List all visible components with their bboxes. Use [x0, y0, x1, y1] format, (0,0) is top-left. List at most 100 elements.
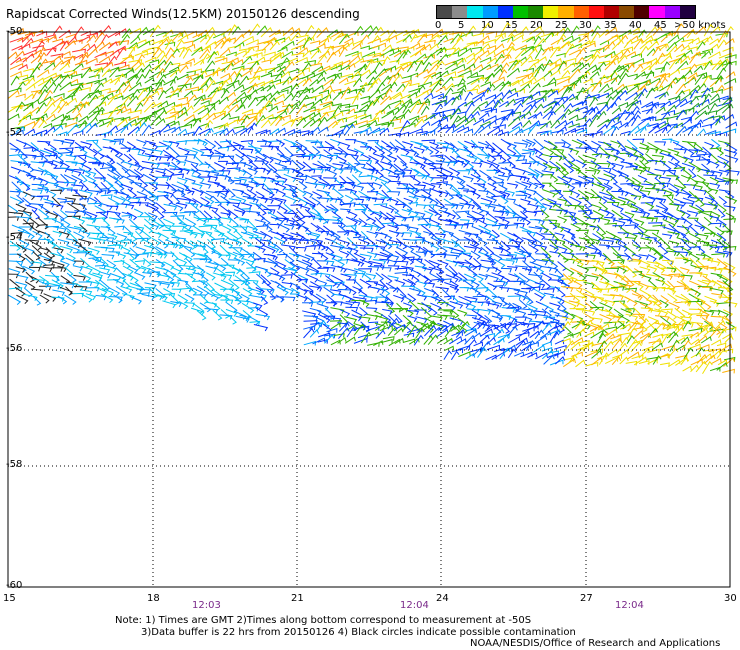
- wind-barb: [99, 236, 115, 242]
- wind-barb: [291, 176, 305, 184]
- wind-barb: [302, 77, 312, 87]
- wind-barb: [401, 79, 412, 85]
- wind-barb: [639, 147, 650, 154]
- wind-barb: [721, 103, 734, 114]
- wind-barb: [9, 190, 21, 196]
- wind-barb: [583, 176, 595, 183]
- wind-barb: [338, 33, 350, 45]
- wind-barb: [280, 85, 293, 92]
- wind-barb: [72, 101, 84, 114]
- wind-barb: [445, 189, 455, 201]
- wind-barb: [112, 148, 124, 158]
- wind-barb: [183, 40, 194, 46]
- wind-barb: [375, 272, 385, 282]
- wind-barb: [521, 139, 533, 148]
- wind-barb: [144, 204, 156, 213]
- wind-barb: [218, 122, 229, 130]
- wind-barb: [529, 82, 541, 93]
- wind-barb: [72, 112, 82, 121]
- wind-barb: [633, 330, 644, 339]
- wind-barb: [395, 29, 408, 37]
- wind-barb: [542, 189, 557, 198]
- wind-barb: [464, 113, 475, 123]
- wind-barb: [641, 108, 653, 114]
- wind-barb: [554, 345, 567, 350]
- wind-barb: [22, 222, 35, 228]
- wind-barb: [680, 107, 695, 113]
- wind-barb: [673, 275, 685, 281]
- wind-barb: [549, 359, 564, 366]
- wind-barb: [220, 294, 230, 303]
- wind-barb: [631, 182, 644, 191]
- wind-barb: [561, 69, 571, 78]
- wind-barb: [505, 315, 518, 324]
- wind-barb: [668, 160, 678, 170]
- wind-barb: [437, 35, 449, 45]
- wind-barb: [31, 209, 41, 220]
- wind-barb: [310, 238, 324, 245]
- wind-barb: [107, 233, 118, 241]
- wind-barb: [589, 317, 603, 324]
- wind-barb: [261, 216, 271, 226]
- wind-barb: [414, 184, 427, 190]
- wind-barb: [493, 81, 506, 91]
- wind-barb: [589, 130, 603, 137]
- wind-barb: [185, 202, 199, 209]
- wind-barb: [241, 108, 254, 115]
- wind-barb: [409, 215, 421, 222]
- wind-barb: [193, 58, 205, 66]
- wind-barb: [281, 35, 291, 44]
- wind-barb: [590, 252, 602, 257]
- wind-barb: [65, 238, 78, 245]
- wind-barb: [169, 75, 179, 86]
- wind-barb: [498, 100, 510, 108]
- wind-barb: [723, 60, 733, 71]
- wind-barb: [506, 141, 517, 150]
- wind-barb: [561, 139, 572, 148]
- wind-barb: [639, 39, 653, 50]
- wind-barb: [472, 32, 485, 38]
- wind-barb: [284, 195, 297, 204]
- wind-barb: [331, 240, 345, 250]
- wind-barb: [359, 34, 370, 45]
- wind-barb: [533, 147, 544, 157]
- wind-barb: [689, 246, 701, 251]
- wind-barb: [192, 147, 205, 157]
- wind-barb: [493, 280, 506, 286]
- wind-barb: [261, 139, 273, 147]
- wind-barb: [296, 117, 307, 127]
- wind-barb: [701, 75, 712, 87]
- wind-barb: [235, 196, 247, 204]
- wind-barb: [57, 50, 71, 59]
- wind-barb: [687, 46, 698, 51]
- wind-barb: [645, 169, 659, 180]
- wind-barb: [604, 148, 619, 155]
- wind-barb: [399, 169, 413, 175]
- wind-barb: [519, 299, 528, 309]
- wind-barb: [486, 302, 500, 310]
- wind-barb: [155, 202, 167, 214]
- wind-barb: [277, 46, 288, 53]
- wind-barb: [232, 226, 248, 232]
- wind-barb: [492, 237, 504, 249]
- wind-barb: [414, 45, 427, 56]
- legend-swatch: [558, 6, 574, 18]
- wind-barb: [436, 70, 450, 80]
- wind-barb: [344, 123, 356, 136]
- wind-barb: [381, 122, 395, 127]
- wind-barb: [613, 308, 624, 319]
- wind-barb: [689, 272, 703, 277]
- wind-barb: [206, 190, 220, 197]
- wind-barb: [534, 66, 544, 78]
- wind-barb: [709, 287, 724, 295]
- wind-barb: [227, 44, 241, 50]
- wind-barb: [323, 45, 334, 56]
- wind-barb: [645, 70, 655, 79]
- wind-barb: [494, 129, 504, 136]
- wind-barb: [78, 54, 89, 66]
- wind-barb: [211, 99, 221, 107]
- wind-barb: [93, 168, 105, 180]
- wind-barb: [494, 216, 506, 222]
- wind-barb: [408, 115, 420, 121]
- wind-barb: [310, 231, 321, 239]
